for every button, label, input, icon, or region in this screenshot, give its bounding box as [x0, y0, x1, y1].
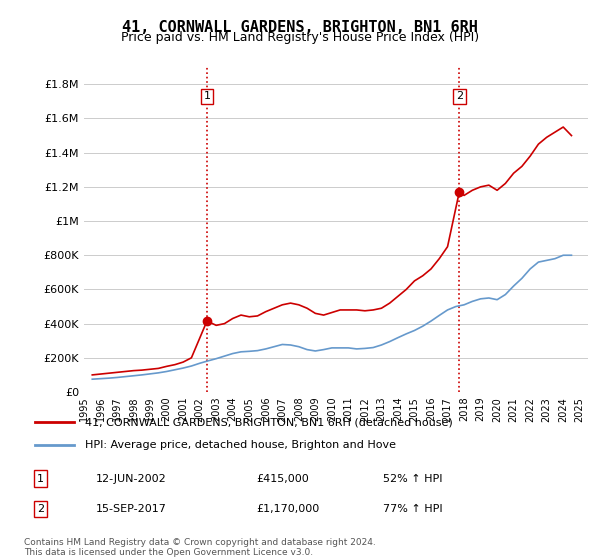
Text: 41, CORNWALL GARDENS, BRIGHTON, BN1 6RH (detached house): 41, CORNWALL GARDENS, BRIGHTON, BN1 6RH … [85, 417, 452, 427]
Text: 15-SEP-2017: 15-SEP-2017 [96, 504, 167, 514]
Text: £415,000: £415,000 [256, 474, 308, 484]
Text: Contains HM Land Registry data © Crown copyright and database right 2024.
This d: Contains HM Land Registry data © Crown c… [24, 538, 376, 557]
Text: HPI: Average price, detached house, Brighton and Hove: HPI: Average price, detached house, Brig… [85, 440, 396, 450]
Text: Price paid vs. HM Land Registry's House Price Index (HPI): Price paid vs. HM Land Registry's House … [121, 31, 479, 44]
Text: 77% ↑ HPI: 77% ↑ HPI [383, 504, 442, 514]
Text: 1: 1 [37, 474, 44, 484]
Text: £1,170,000: £1,170,000 [256, 504, 319, 514]
Text: 12-JUN-2002: 12-JUN-2002 [96, 474, 167, 484]
Text: 52% ↑ HPI: 52% ↑ HPI [383, 474, 442, 484]
Text: 41, CORNWALL GARDENS, BRIGHTON, BN1 6RH: 41, CORNWALL GARDENS, BRIGHTON, BN1 6RH [122, 20, 478, 35]
Text: 2: 2 [456, 91, 463, 101]
Text: 1: 1 [203, 91, 211, 101]
Text: 2: 2 [37, 504, 44, 514]
